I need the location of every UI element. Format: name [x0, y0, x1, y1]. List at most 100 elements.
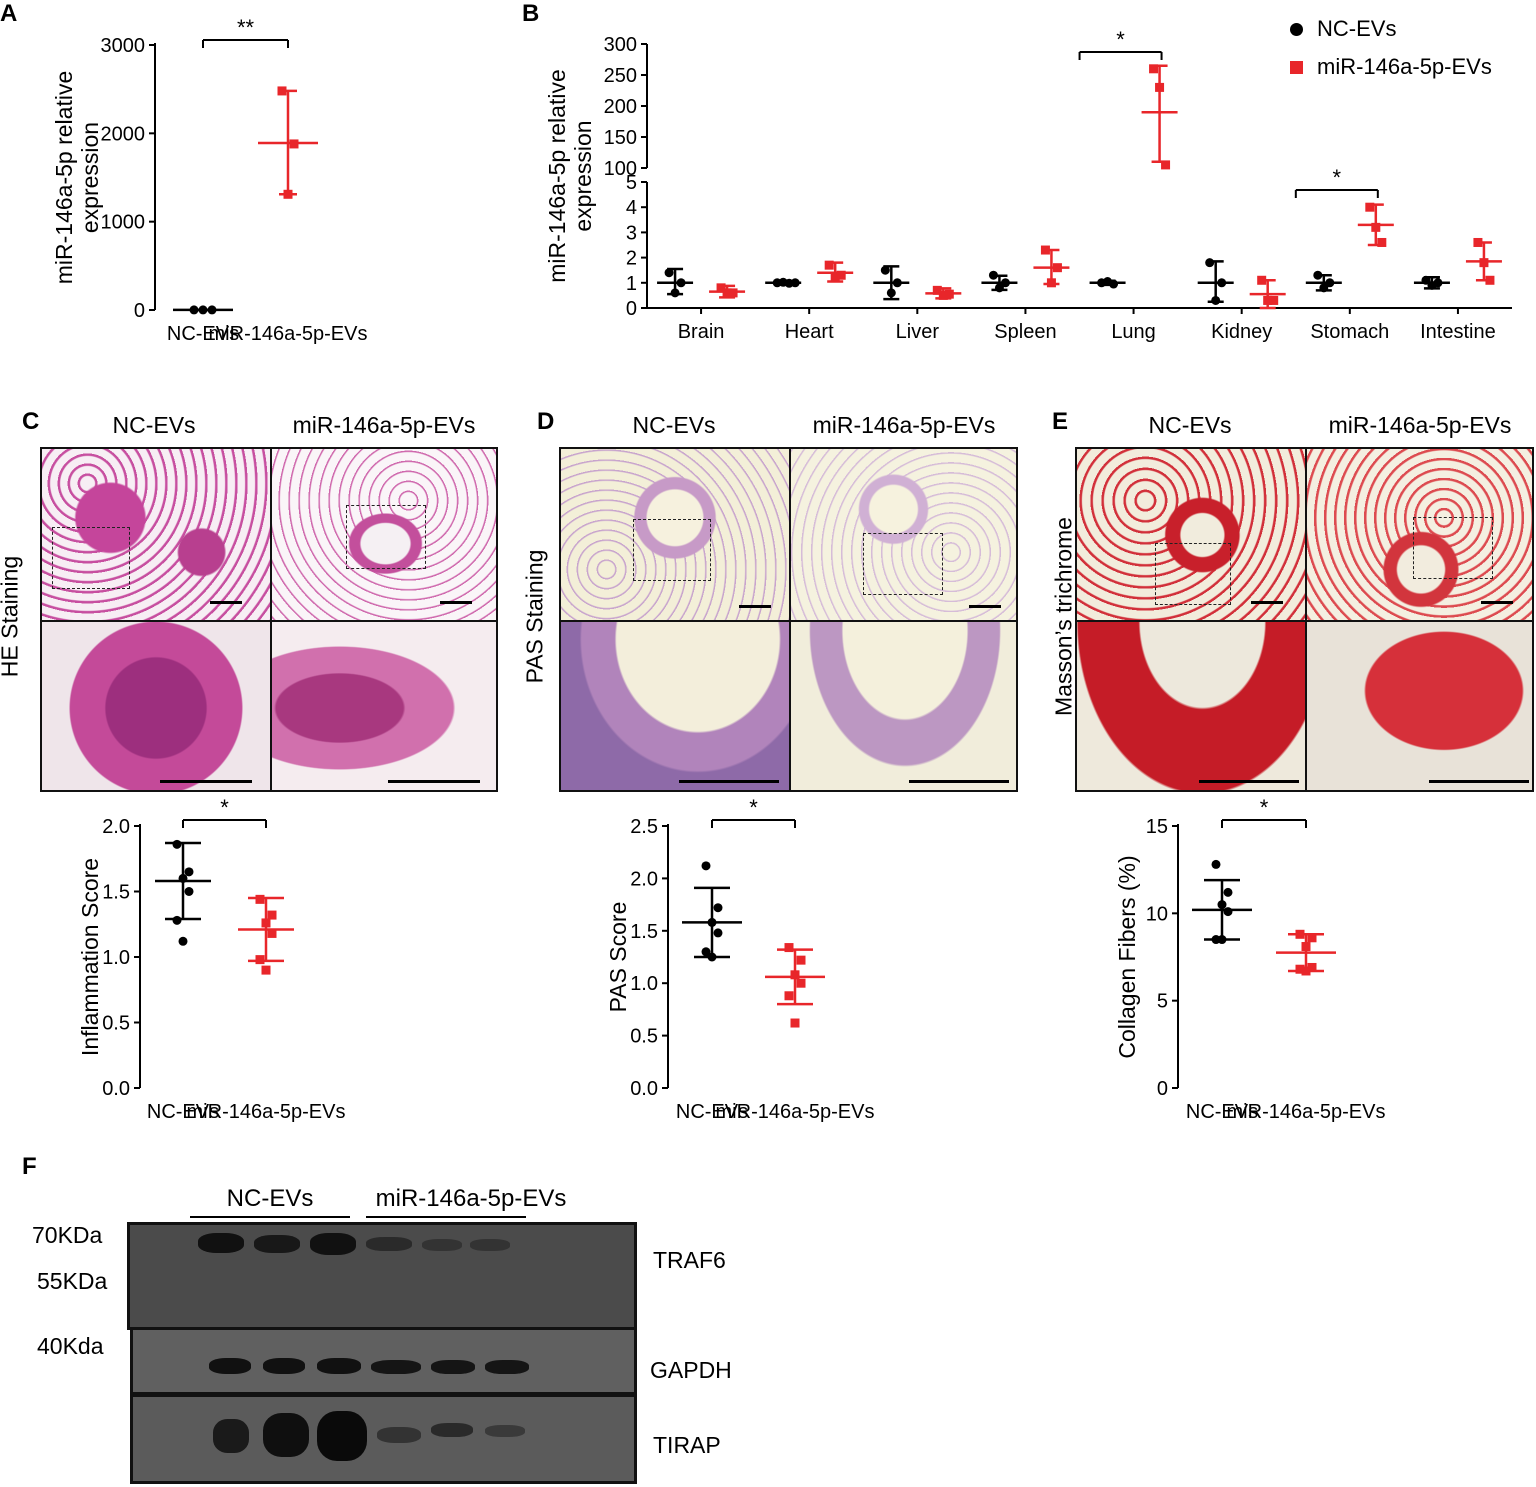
- chart-b-data-point: [932, 285, 942, 295]
- chart-b-data-point: [1313, 270, 1323, 280]
- chart-b-x-tick-label: Brain: [678, 321, 725, 343]
- chart-b-data-point: [1046, 278, 1056, 288]
- chart-d-data-point: [701, 947, 711, 957]
- chart-b-y-tick-label: 0: [626, 298, 637, 320]
- c-col-header-mir: miR-146a-5p-EVs: [292, 412, 476, 438]
- legend-dot-icon: [1290, 22, 1303, 36]
- chart-c-data-point: [261, 918, 271, 928]
- chart-b-data-point: [1473, 237, 1483, 247]
- chart-b-data-point: [1485, 275, 1495, 285]
- pas-nc-low: [561, 449, 789, 621]
- chart-b-y-tick-label: 5: [626, 172, 637, 194]
- marker-55kda: 55KDa: [37, 1268, 108, 1294]
- c-row-label: HE Staining: [0, 555, 23, 678]
- chart-d-data-point: [707, 917, 717, 927]
- chart-a-y-axis-label: expression: [77, 122, 103, 233]
- chart-e-data-point: [1301, 966, 1311, 976]
- chart-b-data-point: [1000, 278, 1010, 288]
- chart-b-data-point: [1052, 263, 1062, 273]
- chart-b-y-tick-label: 150: [604, 127, 637, 149]
- chart-a-y-tick-label: 2000: [101, 123, 146, 145]
- chart-b-data-point: [1211, 295, 1221, 305]
- chart-e-data-point: [1223, 887, 1233, 897]
- chart-b-data-point: [944, 289, 954, 299]
- masson-mir-low: [1306, 449, 1532, 621]
- chart-c-x-tick-label: miR-146a-5p-EVs: [187, 1101, 346, 1123]
- e-col-header-mir: miR-146a-5p-EVs: [1328, 412, 1512, 438]
- chart-e-x-tick-label: NC-EVs: [1186, 1101, 1258, 1123]
- chart-b-y-tick-label: 200: [604, 96, 637, 118]
- masson-nc-low: [1077, 449, 1305, 621]
- protein-traf6: TRAF6: [653, 1247, 726, 1273]
- chart-c-y-tick-label: 1.0: [102, 947, 130, 969]
- chart-b-data-point: [988, 270, 998, 280]
- chart-b-data-point: [1161, 160, 1171, 170]
- chart-b-y-tick-label: 2: [626, 248, 637, 270]
- chart-b-data-point: [1479, 258, 1489, 268]
- panel-label-e: E: [1052, 408, 1069, 435]
- chart-b-data-point: [824, 260, 834, 270]
- chart-b-y-axis-label: miR-146a-5p relative: [544, 69, 570, 282]
- chart-b-x-tick-label: Liver: [896, 321, 940, 343]
- protein-gapdh: GAPDH: [650, 1357, 732, 1383]
- he-nc-high: [42, 622, 270, 790]
- chart-d-data-point: [707, 952, 717, 962]
- chart-d-data-point: [790, 1018, 800, 1028]
- chart-d-x-tick-label: miR-146a-5p-EVs: [716, 1101, 875, 1123]
- chart-a-data-point: [207, 305, 217, 315]
- chart-e-data-point: [1223, 907, 1233, 917]
- chart-c-data-point: [184, 887, 194, 896]
- chart-b-data-point: [790, 278, 800, 288]
- chart-a-x-tick-label: miR-146a-5p-EVs: [209, 323, 368, 345]
- chart-c-data-point: [172, 839, 182, 849]
- masson-mir-high: [1306, 622, 1532, 790]
- chart-d-data-point: [713, 928, 723, 938]
- chart-c-y-tick-label: 0.0: [102, 1078, 130, 1100]
- chart-d-data-point: [784, 943, 794, 953]
- chart-b-lung-sig-label: *: [1116, 27, 1125, 52]
- chart-c-data-point: [267, 910, 277, 920]
- chart-b-data-point: [676, 278, 686, 288]
- blot-traf6: [127, 1222, 637, 1330]
- chart-e-data-point: [1307, 933, 1317, 943]
- chart-a-x-tick-label: NC-EVs: [167, 323, 239, 345]
- chart-e-data-point: [1301, 942, 1311, 952]
- masson-nc-high: [1077, 622, 1305, 790]
- chart-d-x-tick-label: NC-EVs: [676, 1101, 748, 1123]
- chart-b-data-point: [728, 288, 738, 298]
- chart-b-x-tick-label: Spleen: [994, 321, 1056, 343]
- chart-b-y-tick-label: 300: [604, 34, 637, 56]
- panel-label-b: B: [522, 0, 540, 27]
- chart-b-stomach-sig-label: *: [1333, 165, 1342, 190]
- chart-e-data-point: [1295, 929, 1305, 939]
- chart-e-y-tick-label: 0: [1157, 1078, 1168, 1100]
- masson-trichrome-image: [1075, 447, 1534, 792]
- chart-b-data-point: [886, 288, 896, 298]
- panel-label-c: C: [22, 408, 40, 435]
- protein-tirap: TIRAP: [653, 1432, 721, 1458]
- chart-b-data-point: [1377, 237, 1387, 247]
- chart-a-sig-label: **: [237, 15, 255, 40]
- chart-b-y-axis-label: expression: [570, 120, 596, 231]
- d-row-label: PAS Staining: [521, 549, 548, 684]
- d-col-header-nc: NC-EVs: [632, 412, 716, 438]
- chart-d-y-tick-label: 0.0: [630, 1078, 658, 1100]
- chart-a-data-point: [189, 305, 199, 315]
- legend-label-nc: NC-EVs: [1317, 16, 1397, 41]
- he-mir-low: [271, 449, 496, 621]
- chart-b-data-point: [1217, 278, 1227, 288]
- chart-b-x-tick-label: Stomach: [1310, 321, 1389, 343]
- chart-d-data-point: [796, 955, 806, 965]
- chart-e-sig-label: *: [1260, 795, 1269, 820]
- chart-d-data-point: [784, 991, 794, 1001]
- chart-d-y-tick-label: 0.5: [630, 1026, 658, 1048]
- d-col-header-mir: miR-146a-5p-EVs: [812, 412, 996, 438]
- chart-b-data-point: [880, 265, 890, 275]
- chart-b-data-point: [1371, 222, 1381, 232]
- chart-b-data-point: [670, 288, 680, 298]
- he-mir-high: [271, 622, 496, 790]
- chart-c-x-tick-label: NC-EVs: [147, 1101, 219, 1123]
- chart-b-data-point: [1040, 245, 1050, 255]
- chart-e-y-tick-label: 15: [1146, 816, 1168, 838]
- chart-d-y-tick-label: 1.0: [630, 973, 658, 995]
